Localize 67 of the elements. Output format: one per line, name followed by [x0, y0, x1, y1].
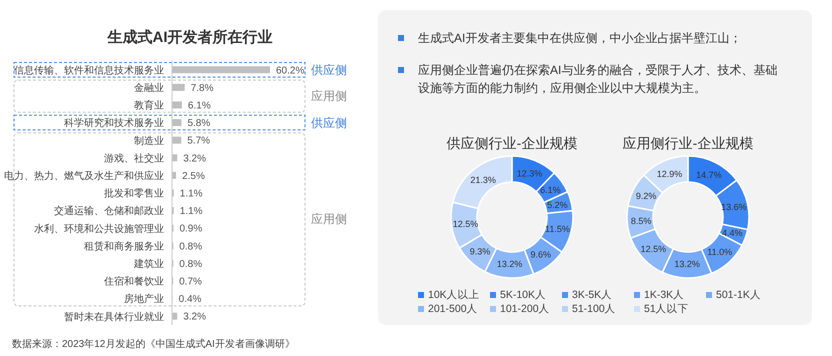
data-label: 60.2% [276, 65, 304, 76]
source-note: 数据来源：2023年12月发起的《中国生成式AI开发者画像调研》 [12, 338, 296, 351]
y-tick-label: 教育业 [134, 100, 164, 112]
text: 供应侧 [311, 114, 348, 131]
data-label: 0.9% [179, 224, 202, 235]
data-label: 8.5% [630, 216, 652, 226]
data-label: 12.5% [452, 218, 478, 229]
data-label: 12.3% [516, 168, 542, 179]
data-label: 3.2% [183, 312, 206, 323]
data-label: 5.8% [187, 118, 210, 130]
data-label: 12.5% [640, 244, 666, 254]
data-label: 0.8% [179, 241, 202, 252]
y-tick-label: 暂时未在具体行业就业 [64, 310, 164, 323]
data-label: 11.5% [545, 224, 570, 234]
legend-label: 201-500人 [427, 303, 478, 315]
y-tick-label: 金融业 [134, 82, 164, 94]
data-label: 1.1% [180, 206, 203, 218]
text: 应用侧 [311, 88, 348, 104]
data-label: 13.2% [496, 259, 522, 270]
y-tick-label: 房地产业 [124, 293, 164, 306]
data-label: 5.2% [547, 200, 568, 210]
y-tick-label: 游戏、社交业 [104, 152, 164, 164]
text: 供应侧 [311, 62, 348, 78]
text: 应用侧企业普遍仍在探索AI与业务的融合，受限于人才、技术、基础设施等方面的能力制约，应用侧企业以中大规模为主。 [418, 62, 778, 97]
legend-label: 101-200人 [499, 303, 550, 315]
y-tick-label: 信息传输、软件和信息技术服务业 [14, 64, 164, 76]
data-label: 2.5% [182, 170, 205, 182]
y-tick-label: 制造业 [134, 134, 164, 147]
legend-label: 501-1K人 [715, 289, 761, 301]
data-label: 13.2% [674, 259, 700, 270]
y-tick-label: 水利、环境和公共设施管理业 [34, 222, 164, 235]
legend-label: 51-100人 [571, 303, 616, 315]
data-label: 0.8% [179, 258, 202, 270]
data-label: 12.9% [656, 168, 682, 179]
data-label: 1.1% [180, 188, 203, 200]
data-label: 11.0% [707, 246, 732, 257]
data-label: 0.7% [179, 276, 202, 288]
data-label: 14.7% [696, 170, 722, 180]
y-tick-label: 科学研究和技术服务业 [64, 117, 164, 130]
data-label: 6.1% [540, 185, 561, 195]
data-label: 7.8% [190, 82, 214, 94]
y-tick-label: 交通运输、仓储和邮政业 [54, 205, 164, 218]
text: 生成式AI开发者主要集中在供应侧，中小企业占据半壁江山； [418, 30, 742, 47]
y-tick-label: 电力、热力、燃气及水生产和供应业 [4, 170, 164, 182]
legend-label: 10K人以上 [427, 289, 480, 301]
chart-title: 供应侧行业-企业规模 [446, 134, 578, 153]
data-label: 6.1% [188, 100, 211, 112]
y-tick-label: 批发和零售业 [104, 188, 164, 200]
legend-label: 51人以下 [643, 303, 689, 315]
data-label: 4.4% [722, 228, 742, 238]
y-tick-label: 租赁和商务服务业 [84, 240, 164, 252]
data-label: 9.3% [470, 246, 490, 257]
legend-label: 1K-3K人 [643, 289, 684, 301]
data-label: 21.3% [470, 175, 496, 186]
chart-title: 应用侧行业-企业规模 [622, 134, 754, 153]
chart-title: 生成式AI开发者所在行业 [106, 28, 274, 47]
data-label: 9.2% [636, 190, 656, 201]
data-label: 5.7% [187, 136, 210, 147]
y-tick-label: 建筑业 [133, 258, 164, 270]
data-label: 13.6% [721, 202, 747, 212]
data-label: 3.2% [183, 153, 206, 164]
y-tick-label: 住宿和餐饮业 [104, 276, 164, 288]
legend-label: 5K-10K人 [499, 289, 546, 301]
data-label: 9.6% [530, 249, 552, 260]
text: 应用侧 [311, 211, 348, 228]
data-label: 0.4% [178, 294, 202, 306]
legend-label: 3K-5K人 [571, 289, 612, 301]
